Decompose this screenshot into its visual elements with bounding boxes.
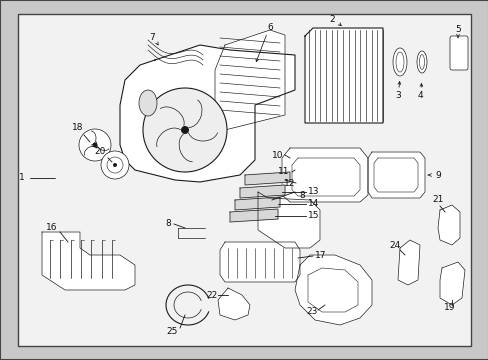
Polygon shape [294, 255, 371, 325]
Ellipse shape [139, 90, 157, 116]
Polygon shape [120, 45, 294, 182]
Polygon shape [244, 172, 289, 185]
Text: 10: 10 [272, 150, 283, 159]
Polygon shape [397, 240, 419, 285]
Circle shape [79, 129, 111, 161]
Polygon shape [215, 30, 285, 130]
Text: 17: 17 [314, 252, 326, 261]
Ellipse shape [392, 48, 406, 76]
Text: 14: 14 [307, 199, 319, 208]
Polygon shape [437, 205, 459, 245]
Text: 5: 5 [454, 26, 460, 35]
FancyBboxPatch shape [449, 36, 467, 70]
Text: 1: 1 [19, 174, 25, 183]
Text: 4: 4 [416, 90, 422, 99]
Ellipse shape [416, 51, 426, 73]
Text: 8: 8 [299, 190, 304, 199]
Text: 18: 18 [72, 123, 83, 132]
Polygon shape [218, 288, 249, 320]
Text: 19: 19 [443, 303, 455, 312]
Polygon shape [367, 152, 424, 198]
Text: 21: 21 [431, 195, 443, 204]
Text: 2: 2 [328, 15, 334, 24]
Text: 16: 16 [46, 224, 58, 233]
Polygon shape [282, 148, 367, 202]
Text: 8: 8 [165, 220, 170, 229]
Text: 12: 12 [283, 179, 294, 188]
Text: 3: 3 [394, 90, 400, 99]
Circle shape [181, 126, 189, 134]
Polygon shape [439, 262, 464, 305]
Text: 15: 15 [307, 211, 319, 220]
Circle shape [92, 143, 97, 148]
Circle shape [142, 88, 226, 172]
Polygon shape [42, 232, 135, 290]
Text: 25: 25 [166, 328, 177, 337]
Text: 24: 24 [388, 240, 400, 249]
Text: 7: 7 [149, 33, 155, 42]
Polygon shape [258, 192, 319, 248]
Circle shape [113, 163, 117, 167]
Text: 20: 20 [94, 148, 105, 157]
Polygon shape [235, 197, 280, 210]
Text: 23: 23 [305, 307, 317, 316]
Text: 11: 11 [278, 167, 289, 176]
Text: 13: 13 [307, 188, 319, 197]
Polygon shape [305, 28, 382, 123]
Text: 9: 9 [434, 171, 440, 180]
Polygon shape [240, 185, 285, 198]
Text: 6: 6 [266, 23, 272, 32]
Polygon shape [229, 209, 278, 222]
Circle shape [101, 151, 129, 179]
Text: 22: 22 [206, 291, 217, 300]
Polygon shape [220, 242, 299, 282]
